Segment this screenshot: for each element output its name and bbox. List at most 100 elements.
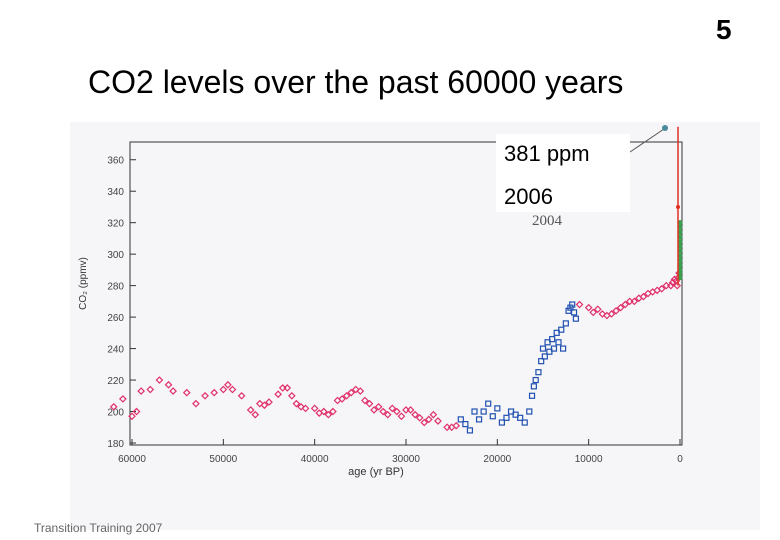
data-point-red xyxy=(119,395,127,403)
data-point-blue xyxy=(544,339,551,346)
data-point-red xyxy=(237,391,246,400)
data-point-red xyxy=(146,385,155,394)
data-point-blue xyxy=(498,419,505,426)
data-point-red xyxy=(379,407,388,416)
data-point-blue xyxy=(572,315,579,322)
data-point-red xyxy=(301,404,310,413)
data-point-red xyxy=(639,292,648,301)
data-point-red xyxy=(210,388,219,397)
data-point-red xyxy=(224,380,232,389)
data-point-red xyxy=(593,305,602,314)
x-tick-label: 20000 xyxy=(483,454,511,465)
x-tick-label: 40000 xyxy=(301,454,329,465)
data-point-red xyxy=(616,303,625,312)
footer-text: Transition Training 2007 xyxy=(34,521,163,535)
data-point-blue xyxy=(517,414,524,421)
y-tick-label: 320 xyxy=(107,219,124,230)
data-point-blue xyxy=(569,301,576,308)
data-point-red xyxy=(370,406,378,414)
data-point-blue xyxy=(503,414,510,421)
data-point-blue xyxy=(558,326,565,333)
data-point-blue xyxy=(570,309,578,316)
data-point-red xyxy=(319,407,328,416)
data-point-red xyxy=(251,410,260,419)
data-point-red xyxy=(292,399,301,408)
y-tick-label: 220 xyxy=(107,376,124,387)
slide-number: 5 xyxy=(716,14,732,45)
x-tick-label: 10000 xyxy=(575,454,603,465)
data-point-red xyxy=(598,310,607,318)
data-point-red xyxy=(429,410,438,419)
data-point-blue xyxy=(512,411,519,418)
callout-value: 381 ppm xyxy=(504,141,590,166)
data-point-red xyxy=(182,388,191,397)
y-tick-label: 300 xyxy=(107,250,124,261)
data-point-blue xyxy=(466,427,474,434)
data-point-red xyxy=(329,407,337,416)
y-axis-label: CO₂ (ppmv) xyxy=(78,257,89,310)
modern-point xyxy=(676,204,680,209)
data-point-red xyxy=(201,391,209,400)
data-point-red xyxy=(287,391,296,400)
data-point-red xyxy=(260,401,269,410)
data-point-blue xyxy=(521,419,528,426)
data-point-red xyxy=(356,387,365,395)
data-point-red xyxy=(324,410,333,419)
data-point-red xyxy=(657,284,666,293)
current-level-callout: 381 ppm 2006 xyxy=(496,134,630,212)
data-point-red xyxy=(342,391,351,400)
data-point-blue xyxy=(471,408,478,415)
data-point-blue xyxy=(526,408,533,415)
data-point-blue xyxy=(494,405,501,412)
data-point-red xyxy=(388,404,397,413)
data-point-blue xyxy=(541,353,548,360)
data-point-blue xyxy=(475,416,483,423)
data-point-red xyxy=(607,310,616,318)
y-tick-label: 240 xyxy=(107,345,124,356)
data-point-red xyxy=(109,402,118,411)
data-point-red xyxy=(411,410,419,419)
data-point-red xyxy=(415,413,424,422)
x-tick-label: 30000 xyxy=(392,454,420,465)
data-point-red xyxy=(612,306,620,315)
data-point-red xyxy=(169,387,177,395)
data-point-blue xyxy=(489,413,496,420)
data-point-blue xyxy=(485,400,492,407)
data-point-red xyxy=(420,418,429,427)
co2-chart: 180 200 220 240 260 280 300 320 340 360 60000 5000… xyxy=(78,125,683,478)
data-point-blue xyxy=(480,408,487,415)
data-point-blue xyxy=(539,345,547,352)
data-point-red xyxy=(351,385,360,394)
data-point-red xyxy=(589,308,598,317)
y-tick-label: 200 xyxy=(107,408,124,419)
data-point-red xyxy=(365,399,374,408)
callout-year: 2006 xyxy=(504,184,553,209)
data-point-red xyxy=(374,402,383,411)
data-point-red xyxy=(452,421,461,430)
y-tick-label: 260 xyxy=(107,313,124,324)
data-point-red xyxy=(673,281,682,290)
data-point-red xyxy=(338,395,346,403)
data-point-red xyxy=(621,300,630,309)
data-point-blue xyxy=(553,329,560,336)
data-point-red xyxy=(397,412,406,421)
data-point-red xyxy=(310,404,319,413)
data-point-blue xyxy=(567,304,574,311)
y-tick-label: 360 xyxy=(107,156,124,167)
data-point-red xyxy=(361,396,369,405)
callout-leader-dot xyxy=(662,125,668,131)
data-point-red xyxy=(192,399,200,408)
data-point-red xyxy=(393,407,401,416)
data-point-red xyxy=(265,398,273,406)
data-point-blue xyxy=(462,421,469,428)
annotation-2004: 2004 xyxy=(532,213,563,229)
data-point-blue xyxy=(528,392,536,399)
data-point-blue xyxy=(457,416,464,423)
x-tick-label: 60000 xyxy=(118,454,146,465)
callout-leader-line xyxy=(629,128,665,153)
data-point-red xyxy=(256,399,264,408)
data-point-red xyxy=(424,415,433,424)
data-point-blue xyxy=(535,369,542,376)
x-tick-label: 0 xyxy=(677,454,683,465)
data-point-red xyxy=(128,412,136,421)
